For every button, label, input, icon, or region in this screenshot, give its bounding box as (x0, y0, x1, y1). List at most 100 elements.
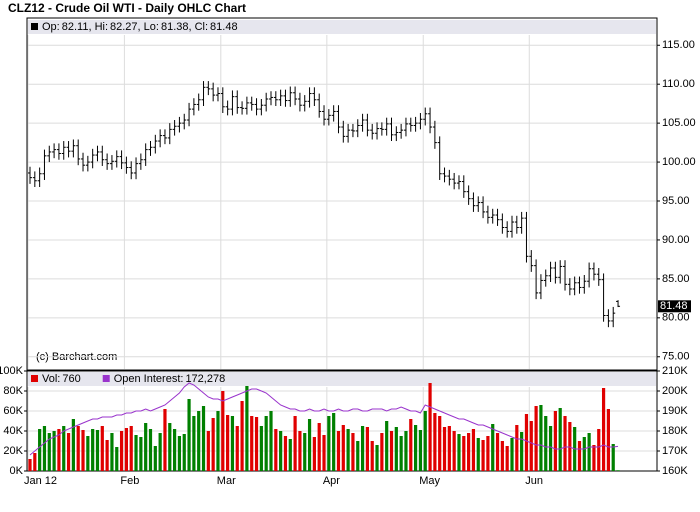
legend-swatch (31, 375, 38, 382)
y2-tick-label: 170K (662, 445, 688, 457)
volume-bar (62, 426, 66, 471)
legend-value: 760 (62, 373, 80, 385)
y2-tick-label: 160K (662, 465, 688, 477)
volume-bar (235, 426, 239, 471)
y2-tick-label: 210K (662, 365, 688, 377)
volume-bar (336, 431, 341, 471)
volume-bar (52, 431, 56, 471)
legend-label: , Cl: (188, 21, 208, 33)
legend-swatch (31, 23, 38, 30)
volume-bar (385, 421, 389, 471)
legend-swatch (102, 375, 110, 382)
volume-bar (182, 434, 186, 471)
y-tick-label: 115.00 (662, 39, 695, 51)
volume-bar (57, 429, 61, 471)
y-tick-label: 80K (3, 385, 23, 397)
y-tick-label: 85.00 (662, 273, 690, 285)
volume-bar (201, 406, 206, 471)
volume-bar (139, 437, 143, 471)
y-tick-label: 75.00 (662, 351, 690, 363)
volume-bar (230, 416, 235, 471)
volume-bar (206, 431, 210, 471)
volume-bar (428, 383, 432, 471)
y2-tick-label: 180K (662, 425, 688, 437)
legend-value: 81.48 (210, 21, 238, 33)
volume-bar (548, 426, 553, 471)
volume-bar (418, 430, 423, 471)
volume-bar (601, 388, 606, 471)
volume-bar (110, 433, 114, 471)
volume-bar (317, 423, 321, 471)
price-legend-strip (28, 20, 656, 34)
y-tick-label: 95.00 (662, 195, 690, 207)
volume-bar (529, 421, 533, 471)
volume-bar (197, 411, 201, 471)
legend-label: , Hi: (88, 21, 108, 33)
x-tick-label: Apr (323, 475, 340, 487)
volume-bar (447, 426, 451, 471)
x-tick-label: Jan 12 (24, 475, 57, 487)
chart-title: CLZ12 - Crude Oil WTI - Daily OHLC Chart (8, 1, 246, 15)
legend-label: , Lo: (138, 21, 159, 33)
x-tick-label: Feb (120, 475, 139, 487)
volume-bar (375, 445, 379, 471)
volume-bar (81, 430, 85, 471)
last-price-label: 81.48 (660, 300, 688, 312)
y2-tick-label: 200K (662, 385, 688, 397)
volume-bar (606, 409, 610, 471)
volume-bar (539, 405, 543, 471)
price-panel (26, 17, 658, 371)
volume-bar (312, 437, 316, 471)
volume-bar (414, 425, 418, 471)
volume-bar (520, 432, 524, 471)
volume-bar (491, 424, 495, 471)
volume-bar (356, 441, 360, 471)
volume-bar (351, 433, 355, 471)
volume-bar (115, 447, 119, 471)
x-tick-label: May (419, 475, 440, 487)
volume-bar (153, 446, 157, 471)
volume-bar (134, 435, 138, 471)
volume-bar (553, 411, 557, 471)
y-tick-label: 100K (0, 365, 24, 377)
y-tick-label: 0K (10, 465, 24, 477)
volume-bar (148, 429, 153, 471)
volume-bar (515, 425, 519, 471)
x-tick-label: Jun (525, 475, 543, 487)
volume-bar (303, 433, 307, 471)
volume-bar (129, 426, 133, 471)
y-tick-label: 60K (3, 405, 23, 417)
volume-bar (563, 416, 567, 471)
volume-bar (250, 416, 254, 471)
volume-bar (254, 417, 259, 471)
y-tick-label: 80.00 (662, 312, 690, 324)
volume-bar (158, 433, 162, 471)
volume-bar (245, 386, 249, 471)
volume-bar (298, 431, 302, 471)
volume-bar (380, 433, 384, 471)
volume-bar (47, 433, 51, 471)
volume-bar (524, 414, 529, 471)
legend-value: 81.38 (161, 21, 189, 33)
volume-bar (269, 411, 273, 471)
volume-bar (370, 441, 374, 471)
y-tick-label: 40K (3, 425, 23, 437)
volume-bar (327, 416, 331, 471)
volume-bar (95, 430, 100, 471)
volume-bar (124, 428, 128, 471)
volume-bar (42, 426, 47, 471)
volume-bar (611, 444, 615, 471)
volume-bar (438, 416, 442, 471)
volume-bar (409, 419, 413, 471)
volume-bar (505, 446, 509, 471)
legend-value: 82.27 (110, 21, 138, 33)
volume-bar (163, 409, 167, 471)
x-tick-label: Mar (217, 475, 236, 487)
volume-legend-strip (28, 372, 656, 386)
volume-bar (423, 411, 427, 471)
volume-bar (119, 431, 124, 471)
volume-bar (76, 426, 80, 471)
volume-bar (346, 429, 350, 471)
y-tick-label: 90.00 (662, 234, 690, 246)
